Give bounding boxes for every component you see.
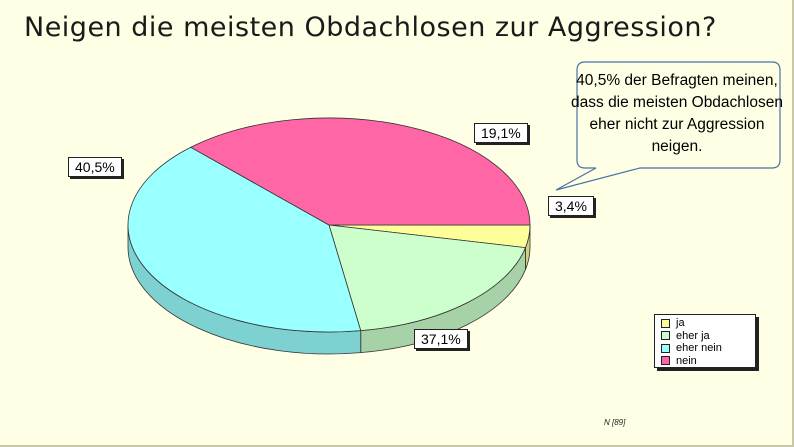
- sample-size-note: N [89]: [604, 418, 626, 427]
- data-label-ja: 3,4%: [548, 196, 594, 216]
- legend-label: ja: [676, 317, 685, 330]
- legend-item-eher-nein: eher nein: [661, 342, 755, 355]
- data-label-nein: 37,1%: [414, 329, 468, 349]
- legend-label: eher nein: [676, 342, 722, 355]
- callout-bubble: [555, 61, 781, 191]
- legend-swatch: [661, 343, 670, 353]
- chart-title: Neigen die meisten Obdachlosen zur Aggre…: [24, 12, 717, 43]
- legend-swatch: [661, 356, 670, 366]
- legend-item-ja: ja: [661, 317, 755, 330]
- data-label-eher-ja: 19,1%: [474, 123, 528, 143]
- pie-slice-eher-nein: [127, 146, 362, 333]
- data-label-eher-nein: 40,5%: [68, 157, 122, 177]
- legend-item-eher-ja: eher ja: [661, 330, 755, 343]
- legend: ja eher ja eher nein nein: [654, 314, 756, 368]
- callout-text: 40,5% der Befragten meinen, dass die mei…: [571, 72, 783, 155]
- pie-slice-eher-ja: [328, 224, 527, 332]
- legend-label: nein: [676, 354, 697, 367]
- legend-swatch: [661, 331, 670, 341]
- pie-slice-nein: [189, 117, 531, 226]
- legend-item-nein: nein: [661, 355, 755, 368]
- legend-label: eher ja: [676, 329, 710, 342]
- legend-swatch: [661, 318, 670, 328]
